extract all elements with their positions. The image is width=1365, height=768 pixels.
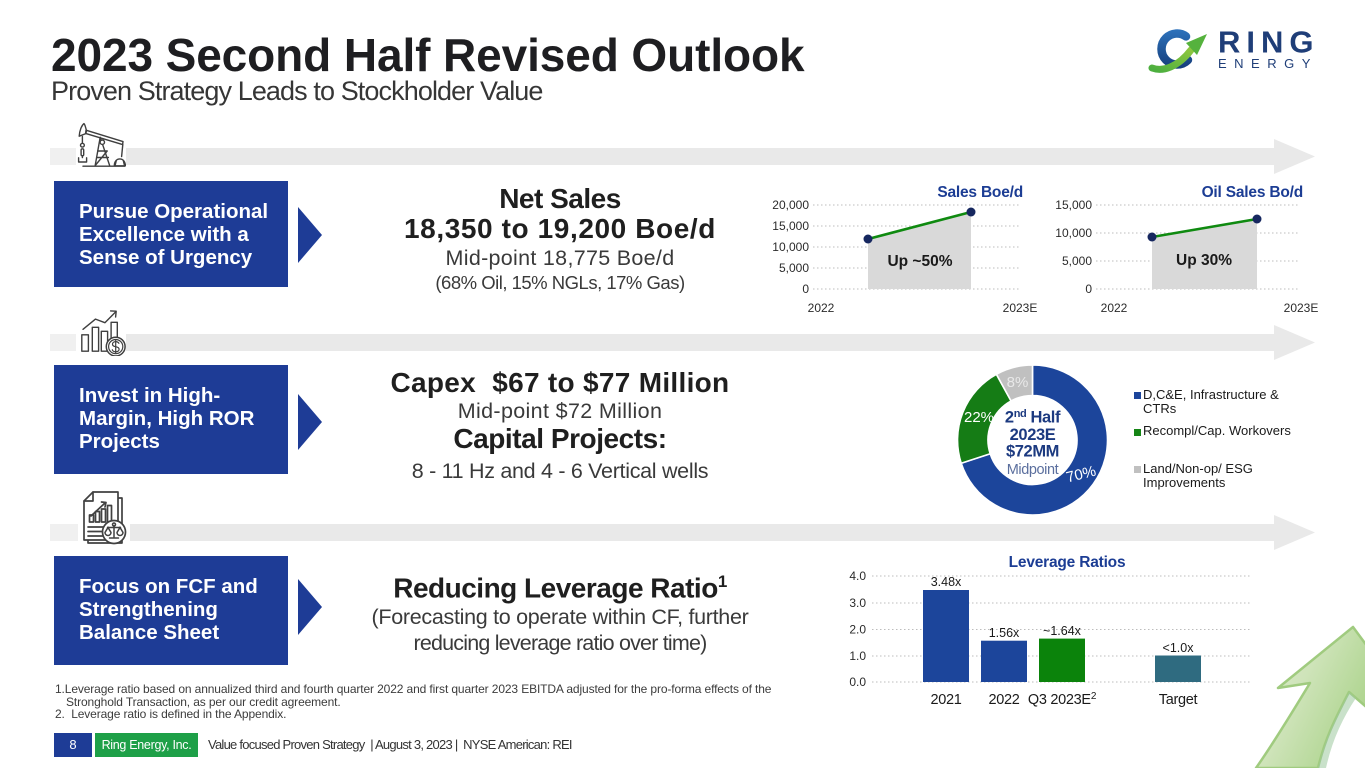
svg-text:20,000: 20,000 [772,198,809,212]
svg-text:Oil Sales Bo/d: Oil Sales Bo/d [1202,184,1303,201]
svg-text:Q3 2023E2: Q3 2023E2 [1028,691,1097,708]
svg-text:2022: 2022 [1101,301,1128,315]
svg-text:<1.0x: <1.0x [1163,641,1195,655]
svg-text:RING: RING [1218,24,1320,59]
svg-text:5,000: 5,000 [779,261,809,275]
svg-text:22%: 22% [964,409,994,426]
svg-text:3.48x: 3.48x [931,575,962,589]
svg-text:0.0: 0.0 [849,675,866,689]
svg-text:4.0: 4.0 [849,569,866,583]
svg-text:15,000: 15,000 [772,219,809,233]
svg-text:10,000: 10,000 [772,240,809,254]
svg-text:2023E: 2023E [1284,301,1319,315]
svg-text:ENERGY: ENERGY [1218,56,1318,71]
svg-text:15,000: 15,000 [1055,198,1092,212]
svg-text:$72MM: $72MM [1006,443,1059,461]
svg-text:1.0: 1.0 [849,649,866,663]
svg-text:2022: 2022 [988,692,1019,708]
svg-text:2021: 2021 [930,692,961,708]
svg-text:2nd Half: 2nd Half [1005,408,1061,427]
svg-text:Up 30%: Up 30% [1176,252,1232,269]
svg-text:1.56x: 1.56x [989,626,1020,640]
svg-text:70%: 70% [1064,463,1097,487]
svg-text:5,000: 5,000 [1062,254,1092,268]
svg-text:Up ~50%: Up ~50% [887,253,952,270]
svg-text:0: 0 [1085,282,1092,296]
svg-text:2022: 2022 [808,301,835,315]
svg-text:~1.64x: ~1.64x [1043,624,1082,638]
svg-text:Midpoint: Midpoint [1007,462,1059,478]
svg-text:2023E: 2023E [1010,426,1056,444]
svg-text:3.0: 3.0 [849,596,866,610]
svg-text:0: 0 [802,282,809,296]
svg-text:10,000: 10,000 [1055,226,1092,240]
svg-text:Sales Boe/d: Sales Boe/d [937,184,1023,201]
svg-text:Target: Target [1159,692,1198,708]
svg-text:2023E: 2023E [1003,301,1038,315]
svg-text:2.0: 2.0 [849,623,866,637]
svg-text:8%: 8% [1007,374,1029,391]
svg-text:Leverage Ratios: Leverage Ratios [1009,554,1126,571]
